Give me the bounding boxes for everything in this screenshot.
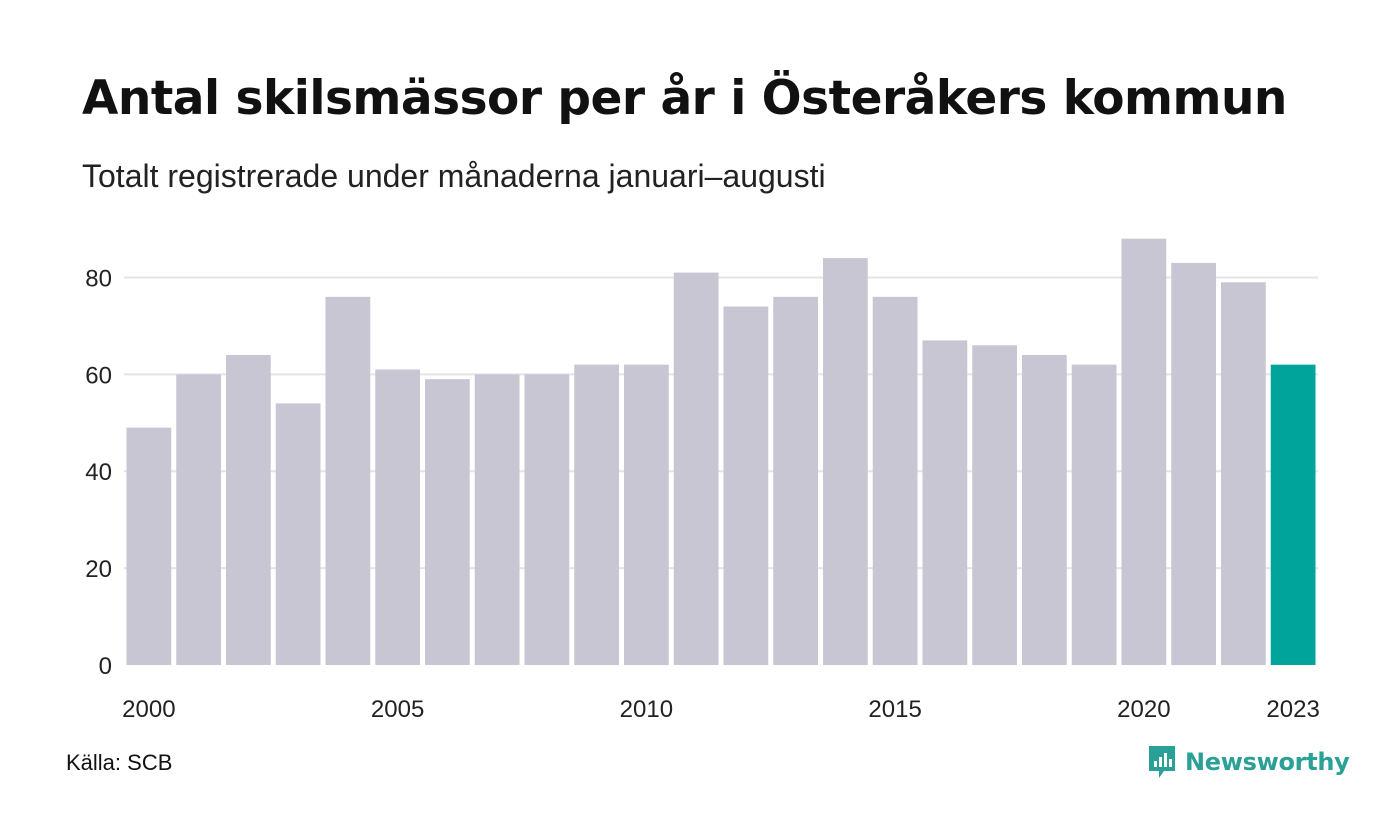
bar-2012 (723, 306, 769, 665)
x-axis-ticks: 2000 2005 2010 2015 2020 2023 (122, 696, 1320, 723)
bar-2013 (773, 296, 818, 665)
bar-2011 (673, 272, 719, 665)
bar-2014 (823, 258, 868, 665)
bar-2006 (425, 379, 470, 665)
bar-2020 (1121, 238, 1167, 665)
bar-2004 (325, 296, 371, 665)
x-tick-label-2005: 2005 (371, 696, 424, 723)
bar-2019 (1071, 364, 1117, 665)
bar-2023 (1270, 364, 1316, 665)
bar-2022 (1221, 282, 1266, 665)
y-tick-label-80: 80 (85, 265, 112, 292)
x-tick-label-2010: 2010 (620, 696, 673, 723)
bar-2015 (872, 296, 918, 665)
y-tick-label-40: 40 (85, 459, 112, 486)
brand-name: Newsworthy (1185, 748, 1350, 776)
y-tick-label-20: 20 (85, 556, 112, 583)
bar-2002 (226, 354, 271, 665)
bar-2009 (574, 364, 619, 665)
bar-2000 (126, 427, 172, 665)
bar-2021 (1171, 262, 1216, 665)
grid-lines (124, 276, 1318, 570)
x-tick-label-2023: 2023 (1266, 696, 1319, 723)
bar-2003 (275, 403, 321, 665)
x-tick-label-2000: 2000 (122, 696, 175, 723)
page-title: Antal skilsmässor per år i Österåkers ko… (82, 71, 1287, 126)
newsworthy-logo-icon (1149, 746, 1175, 778)
bar-2016 (922, 340, 968, 665)
bar-2017 (972, 345, 1017, 665)
bar-2018 (1022, 354, 1067, 665)
y-tick-label-60: 60 (85, 362, 112, 389)
bars (126, 238, 1316, 665)
source-note: Källa: SCB (66, 750, 173, 775)
bar-2008 (524, 374, 570, 665)
bar-2007 (474, 374, 520, 665)
brand-logo: Newsworthy (1147, 742, 1350, 782)
y-tick-label-0: 0 (99, 653, 112, 680)
bar-chart: 0 20 40 60 80 2000 2005 2010 2015 2020 2023 (85, 238, 1320, 723)
bar-2010 (624, 364, 669, 665)
bar-2005 (375, 369, 420, 665)
bar-2001 (176, 374, 221, 665)
page-subtitle: Totalt registrerade under månaderna janu… (82, 158, 826, 194)
y-axis-ticks: 0 20 40 60 80 (85, 265, 112, 680)
x-tick-label-2015: 2015 (868, 696, 921, 723)
x-tick-label-2020: 2020 (1117, 696, 1170, 723)
